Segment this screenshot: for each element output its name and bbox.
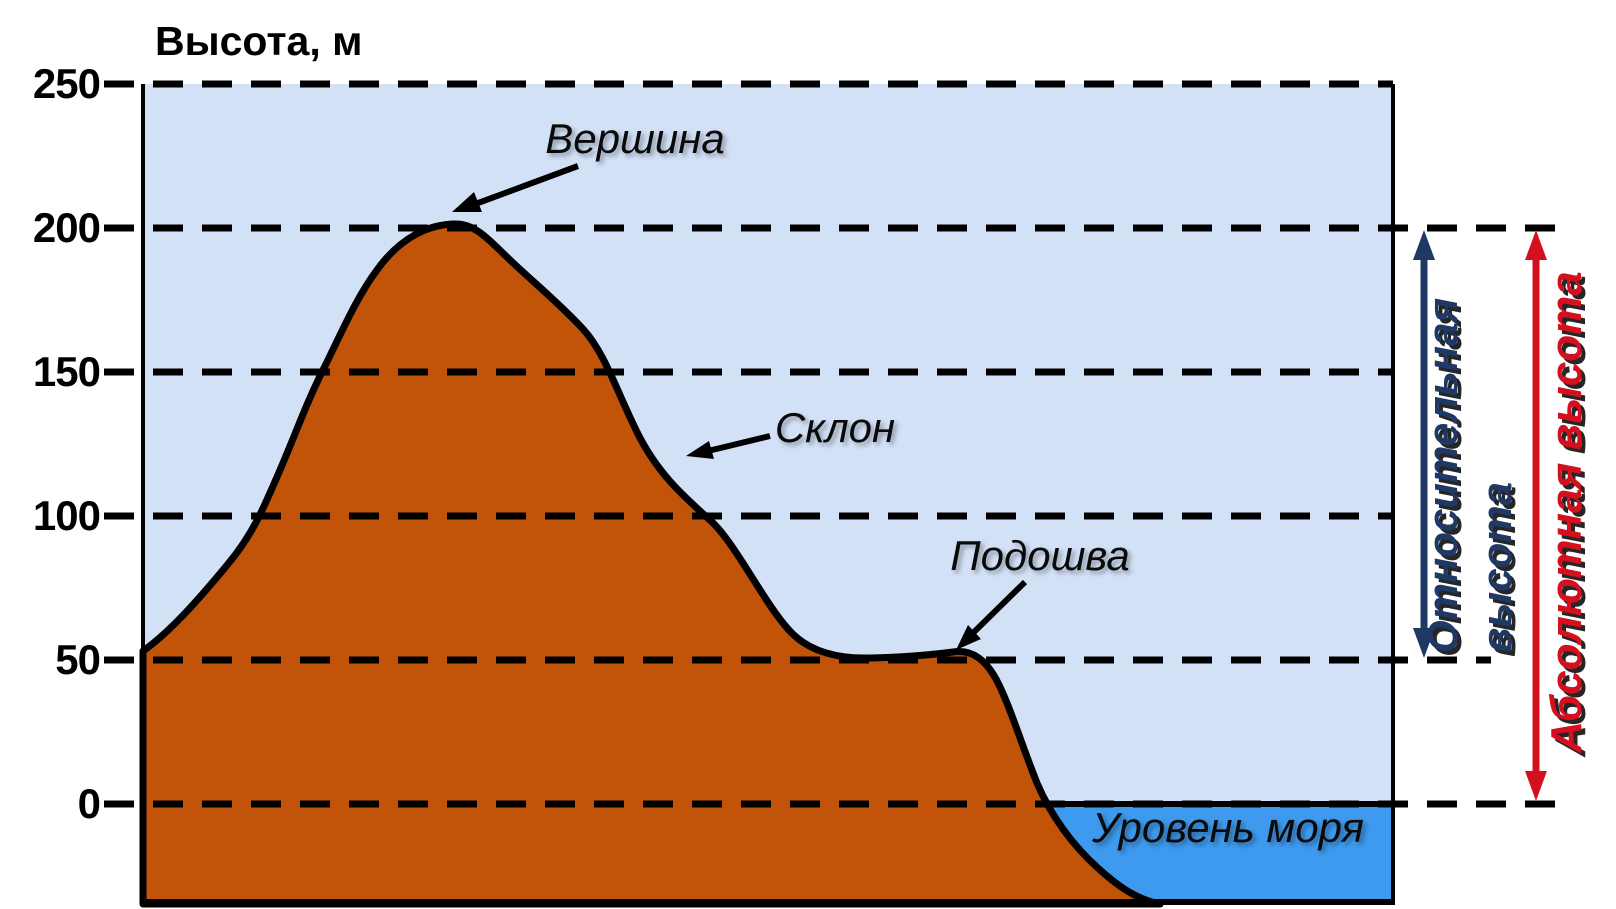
summit-arrow (452, 163, 580, 212)
slope-arrow (686, 433, 771, 459)
sea-level-label: Уровень моря (1092, 804, 1364, 851)
absolute-height-label: Абсолютная высота (1542, 271, 1591, 753)
foot-arrow (956, 579, 1028, 650)
mountain-shape (139, 220, 1164, 908)
slope-label: Склон (774, 404, 896, 451)
tick-label-150: 150 (32, 348, 101, 395)
tick-label-100: 100 (32, 492, 101, 539)
summit-label: Вершина (545, 115, 725, 162)
absolute-height-arrow (1525, 230, 1547, 801)
tick-label-200: 200 (32, 204, 101, 251)
tick-label-50: 50 (55, 636, 101, 683)
relative-height-label-line2: высота (1473, 482, 1520, 653)
tick-label-0: 0 (77, 780, 101, 827)
tick-label-250: 250 (32, 60, 101, 107)
chart-title: Высота, м (155, 18, 363, 64)
relative-height-label: Относительная высота (1416, 265, 1528, 665)
relative-height-arrow (1413, 230, 1435, 658)
relative-height-label-line1: Относительная (1419, 297, 1466, 653)
sea-area (1040, 804, 1393, 904)
foot-label: Подошва (950, 532, 1130, 579)
